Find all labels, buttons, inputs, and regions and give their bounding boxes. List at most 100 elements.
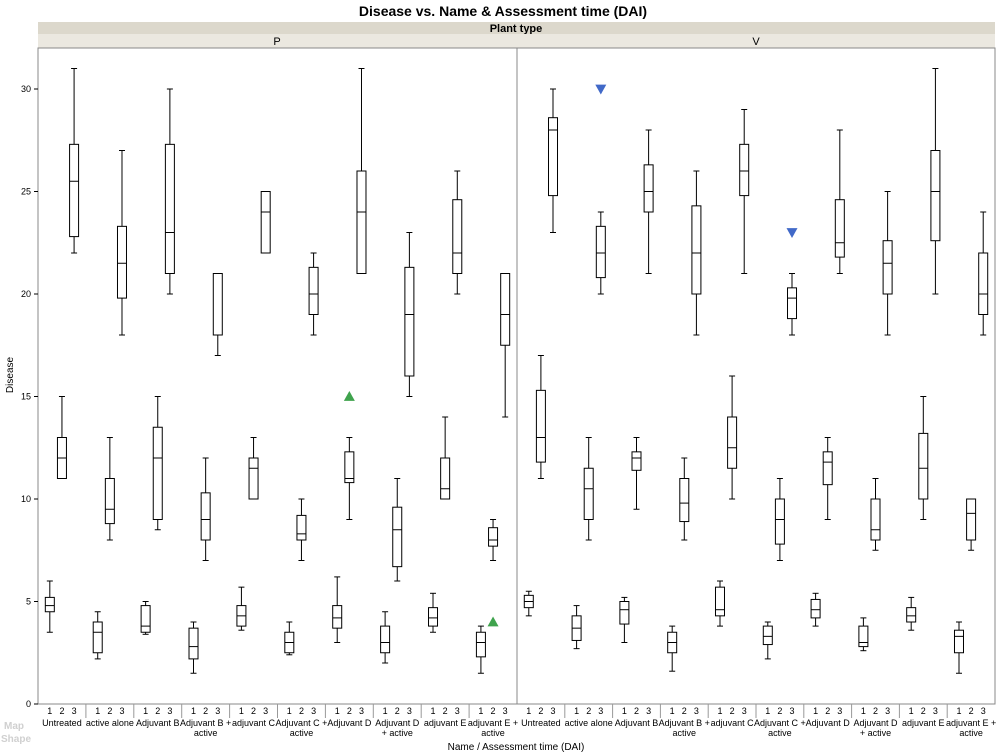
box-v-5-t2 bbox=[774, 478, 785, 561]
x-group-label: Adjuvant C + bbox=[276, 718, 328, 728]
x-time-tick-label: 1 bbox=[861, 706, 866, 716]
box-v-7-t3 bbox=[882, 191, 893, 336]
box-p-0-t2 bbox=[56, 396, 67, 479]
x-group-label: Adjuvant B bbox=[136, 718, 180, 728]
x-time-tick-label: 1 bbox=[431, 706, 436, 716]
y-tick-label: 5 bbox=[26, 597, 31, 607]
x-time-tick-label: 3 bbox=[167, 706, 172, 716]
x-time-tick-label: 3 bbox=[119, 706, 124, 716]
panel-label-v: V bbox=[752, 36, 760, 48]
box-iqr bbox=[475, 631, 486, 658]
x-time-tick-label: 1 bbox=[526, 706, 531, 716]
y-tick-label: 20 bbox=[21, 289, 31, 299]
x-time-tick-label: 3 bbox=[215, 706, 220, 716]
x-group-label: Adjuvant D bbox=[853, 718, 898, 728]
plot-area bbox=[37, 47, 996, 705]
x-time-tick-label: 3 bbox=[885, 706, 890, 716]
x-time-tick-label: 3 bbox=[742, 706, 747, 716]
y-axis-label: Disease bbox=[5, 357, 16, 394]
box-v-2-t2 bbox=[631, 437, 642, 510]
box-p-4-t1 bbox=[236, 586, 247, 631]
box-iqr bbox=[308, 266, 319, 316]
x-time-tick-label: 2 bbox=[969, 706, 974, 716]
x-group-label: active alone bbox=[565, 718, 613, 728]
x-time-tick-label: 1 bbox=[622, 706, 627, 716]
box-p-6-t2 bbox=[344, 437, 355, 520]
y-tick-label: 15 bbox=[21, 392, 31, 402]
x-time-tick-label: 2 bbox=[777, 706, 782, 716]
x-group-label: Adjuvant B + bbox=[180, 718, 231, 728]
facet-strip bbox=[38, 22, 995, 34]
box-p-5-t1 bbox=[284, 621, 295, 656]
box-iqr bbox=[822, 451, 833, 486]
box-v-8-t3 bbox=[930, 68, 941, 295]
x-time-tick-label: 2 bbox=[730, 706, 735, 716]
x-group-label: active bbox=[959, 728, 983, 738]
x-time-tick-label: 2 bbox=[491, 706, 496, 716]
box-iqr bbox=[92, 621, 103, 654]
x-time-tick-label: 1 bbox=[909, 706, 914, 716]
x-time-tick-label: 3 bbox=[837, 706, 842, 716]
box-p-4-t2 bbox=[248, 437, 259, 500]
box-iqr bbox=[356, 170, 367, 274]
marker-triangle-down bbox=[595, 84, 607, 95]
box-v-0-t3 bbox=[548, 88, 559, 233]
panel-frame-p bbox=[37, 47, 518, 705]
box-v-2-t3 bbox=[643, 129, 654, 274]
x-time-tick-label: 2 bbox=[155, 706, 160, 716]
box-iqr bbox=[164, 143, 175, 274]
x-time-tick-label: 1 bbox=[287, 706, 292, 716]
box-iqr bbox=[44, 596, 55, 613]
x-time-tick-label: 2 bbox=[682, 706, 687, 716]
panel-strip bbox=[38, 34, 995, 48]
x-group-label: adjuvant E + bbox=[468, 718, 518, 728]
box-p-1-t1 bbox=[92, 611, 103, 660]
box-iqr bbox=[440, 457, 451, 500]
box-iqr bbox=[774, 498, 785, 545]
box-v-9-t2 bbox=[966, 498, 977, 551]
x-time-tick-label: 3 bbox=[981, 706, 986, 716]
x-time-tick-label: 3 bbox=[359, 706, 364, 716]
x-time-tick-label: 1 bbox=[717, 706, 722, 716]
x-group-label: active bbox=[673, 728, 697, 738]
x-time-tick-label: 2 bbox=[443, 706, 448, 716]
box-iqr bbox=[714, 586, 725, 617]
box-iqr bbox=[392, 506, 403, 568]
box-p-8-t2 bbox=[440, 416, 451, 500]
box-p-7-t2 bbox=[392, 478, 403, 582]
x-time-tick-label: 3 bbox=[407, 706, 412, 716]
x-time-tick-label: 1 bbox=[956, 706, 961, 716]
box-iqr bbox=[762, 625, 773, 646]
box-v-5-t3 bbox=[787, 273, 798, 336]
box-v-6-t2 bbox=[822, 437, 833, 520]
box-iqr bbox=[619, 601, 630, 625]
box-iqr bbox=[212, 273, 223, 336]
x-time-tick-label: 3 bbox=[263, 706, 268, 716]
x-time-tick-label: 1 bbox=[239, 706, 244, 716]
box-iqr bbox=[332, 605, 343, 629]
box-v-7-t2 bbox=[870, 478, 881, 551]
box-iqr bbox=[116, 225, 127, 299]
box-v-9-t3 bbox=[978, 211, 989, 336]
box-p-3-t1 bbox=[188, 621, 199, 674]
box-p-2-t2 bbox=[152, 396, 163, 531]
x-time-tick-label: 1 bbox=[383, 706, 388, 716]
box-p-5-t2 bbox=[296, 498, 307, 561]
x-time-tick-label: 2 bbox=[538, 706, 543, 716]
box-v-5-t1 bbox=[762, 621, 773, 660]
box-p-9-t3 bbox=[500, 273, 511, 418]
x-group-label: adjuvant E bbox=[424, 718, 467, 728]
x-time-tick-label: 1 bbox=[95, 706, 100, 716]
box-v-7-t1 bbox=[858, 617, 869, 652]
box-p-6-t1 bbox=[332, 576, 343, 643]
box-iqr bbox=[727, 416, 738, 469]
y-axis: 0 5 10 15 20 25 30 bbox=[21, 84, 38, 709]
x-time-tick-label: 2 bbox=[921, 706, 926, 716]
x-time-tick-label: 2 bbox=[107, 706, 112, 716]
x-group-label: Untreated bbox=[42, 718, 82, 728]
x-group-label: active bbox=[290, 728, 314, 738]
box-p-6-t3 bbox=[356, 68, 367, 274]
x-time-tick-label: 3 bbox=[694, 706, 699, 716]
